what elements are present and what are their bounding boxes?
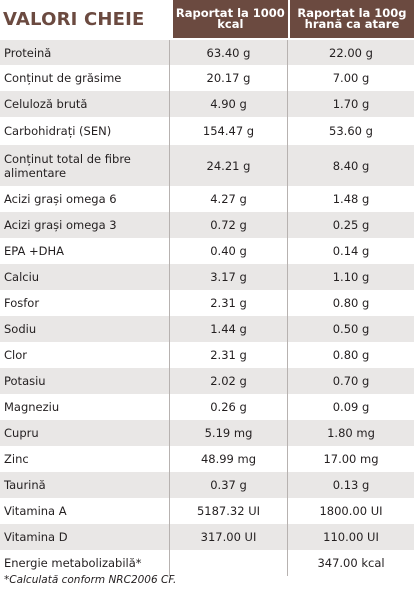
row-label: Taurină <box>4 478 46 492</box>
value-per-1000-kcal <box>169 550 287 576</box>
row-label: Clor <box>4 348 27 362</box>
row-label: Acizi grași omega 6 <box>4 192 117 206</box>
row-label: Vitamina D <box>4 530 68 544</box>
table-row: Vitamina A 5187.32 UI 1800.00 UI <box>0 498 414 524</box>
table-title: VALORI CHEIE <box>3 8 145 30</box>
value-per-100g: 1.48 g <box>287 186 414 212</box>
value-per-100g: 0.09 g <box>287 394 414 420</box>
row-label: Celuloză brută <box>4 97 88 111</box>
footnote: *Calculată conform NRC2006 CF. <box>4 574 177 586</box>
row-label: Fosfor <box>4 296 40 310</box>
value-per-100g: 0.14 g <box>287 238 414 264</box>
value-per-1000-kcal: 2.31 g <box>169 342 287 368</box>
value-per-100g: 17.00 mg <box>287 446 414 472</box>
value-per-100g: 0.80 g <box>287 290 414 316</box>
value-per-1000-kcal: 48.99 mg <box>169 446 287 472</box>
value-per-1000-kcal: 24.21 g <box>169 145 287 186</box>
table-row: Conținut de grăsime 20.17 g 7.00 g <box>0 65 414 91</box>
value-per-1000-kcal: 2.02 g <box>169 368 287 394</box>
table-row: Proteină 63.40 g 22.00 g <box>0 40 414 65</box>
value-per-100g: 0.13 g <box>287 472 414 498</box>
row-label: Conținut de grăsime <box>4 71 122 85</box>
value-per-1000-kcal: 4.27 g <box>169 186 287 212</box>
table-row: Sodiu 1.44 g 0.50 g <box>0 316 414 342</box>
table-row: EPA +DHA 0.40 g 0.14 g <box>0 238 414 264</box>
table-row: Vitamina D 317.00 UI 110.00 UI <box>0 524 414 550</box>
table-row: Carbohidrați (SEN) 154.47 g 53.60 g <box>0 117 414 145</box>
table-row: Taurină 0.37 g 0.13 g <box>0 472 414 498</box>
row-label: Cupru <box>4 426 39 440</box>
value-per-1000-kcal: 154.47 g <box>169 117 287 145</box>
value-per-100g: 347.00 kcal <box>287 550 414 576</box>
value-per-100g: 8.40 g <box>287 145 414 186</box>
value-per-100g: 0.80 g <box>287 342 414 368</box>
value-per-100g: 1.80 mg <box>287 420 414 446</box>
table-row: Magneziu 0.26 g 0.09 g <box>0 394 414 420</box>
value-per-1000-kcal: 20.17 g <box>169 65 287 91</box>
value-per-100g: 0.25 g <box>287 212 414 238</box>
table-row: Conținut total de fibre alimentare 24.21 … <box>0 145 414 186</box>
table-row: Acizi grași omega 3 0.72 g 0.25 g <box>0 212 414 238</box>
table-body: Proteină 63.40 g 22.00 g Conținut de grăsim… <box>0 40 414 576</box>
row-label: Zinc <box>4 452 29 466</box>
row-label: Potasiu <box>4 374 46 388</box>
value-per-1000-kcal: 0.37 g <box>169 472 287 498</box>
row-label: Sodiu <box>4 322 37 336</box>
value-per-1000-kcal: 1.44 g <box>169 316 287 342</box>
table-row: Celuloză brută 4.90 g 1.70 g <box>0 91 414 117</box>
value-per-1000-kcal: 0.40 g <box>169 238 287 264</box>
row-label: Proteină <box>4 45 52 60</box>
value-per-100g: 1.10 g <box>287 264 414 290</box>
value-per-100g: 1800.00 UI <box>287 498 414 524</box>
value-per-100g: 22.00 g <box>287 40 414 65</box>
row-label: Carbohidrați (SEN) <box>4 124 112 138</box>
value-per-100g: 110.00 UI <box>287 524 414 550</box>
table-header: VALORI CHEIE Raportat la 1000 kcal Rapor… <box>0 0 414 38</box>
row-label: Calciu <box>4 270 40 284</box>
value-per-100g: 0.50 g <box>287 316 414 342</box>
value-per-100g: 7.00 g <box>287 65 414 91</box>
table-row: Cupru 5.19 mg 1.80 mg <box>0 420 414 446</box>
value-per-1000-kcal: 2.31 g <box>169 290 287 316</box>
table-row: Energie metabolizabilă* 347.00 kcal <box>0 550 414 576</box>
table-row: Potasiu 2.02 g 0.70 g <box>0 368 414 394</box>
value-per-1000-kcal: 5.19 mg <box>169 420 287 446</box>
table-row: Zinc 48.99 mg 17.00 mg <box>0 446 414 472</box>
value-per-1000-kcal: 5187.32 UI <box>169 498 287 524</box>
value-per-1000-kcal: 4.90 g <box>169 91 287 117</box>
row-label: Conținut total de fibre alimentare <box>4 151 131 180</box>
value-per-1000-kcal: 0.26 g <box>169 394 287 420</box>
row-label: Magneziu <box>4 400 60 414</box>
table-row: Fosfor 2.31 g 0.80 g <box>0 290 414 316</box>
table-row: Calciu 3.17 g 1.10 g <box>0 264 414 290</box>
value-per-100g: 0.70 g <box>287 368 414 394</box>
table-row: Acizi grași omega 6 4.27 g 1.48 g <box>0 186 414 212</box>
row-label: Vitamina A <box>4 504 67 518</box>
table-row: Clor 2.31 g 0.80 g <box>0 342 414 368</box>
header-per-1000-kcal: Raportat la 1000 kcal <box>170 0 288 38</box>
header-per-100g: Raportat la 100g hrană ca atare <box>287 0 414 38</box>
row-label: EPA +DHA <box>4 244 64 258</box>
value-per-1000-kcal: 317.00 UI <box>169 524 287 550</box>
value-per-100g: 53.60 g <box>287 117 414 145</box>
value-per-1000-kcal: 63.40 g <box>169 40 287 65</box>
value-per-100g: 1.70 g <box>287 91 414 117</box>
value-per-1000-kcal: 0.72 g <box>169 212 287 238</box>
value-per-1000-kcal: 3.17 g <box>169 264 287 290</box>
row-label: Acizi grași omega 3 <box>4 218 117 232</box>
row-label: Energie metabolizabilă* <box>4 556 142 570</box>
